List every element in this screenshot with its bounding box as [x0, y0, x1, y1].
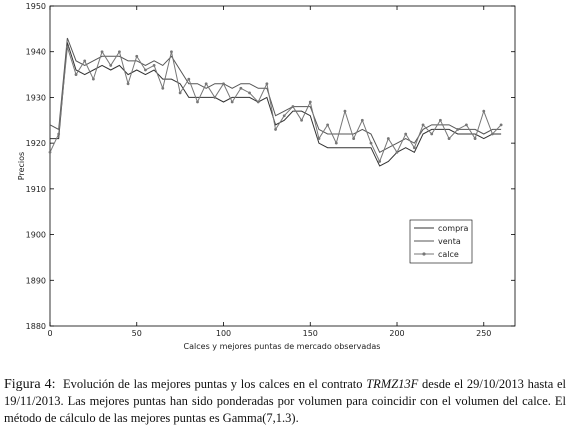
point-marker [473, 137, 477, 140]
point-marker [48, 150, 52, 154]
legend-label: compra [438, 224, 468, 233]
plot-frame [49, 5, 516, 327]
y-tick-label: 1920 [26, 139, 46, 148]
x-tick-label: 150 [303, 329, 318, 338]
point-marker [100, 50, 104, 54]
legend-label: venta [438, 237, 461, 246]
point-marker [404, 132, 408, 136]
point-marker [239, 86, 243, 90]
point-marker [91, 77, 95, 81]
point-marker [360, 118, 364, 122]
point-marker [274, 128, 277, 131]
y-axis-label: Precios [17, 152, 26, 180]
caption-text: Evolución de las mejores puntas y los ca… [62, 377, 363, 391]
point-marker [213, 96, 217, 99]
point-marker [256, 100, 260, 104]
point-marker [248, 91, 251, 95]
point-marker [83, 59, 87, 63]
point-marker [386, 137, 390, 140]
point-marker [230, 100, 234, 104]
point-marker [334, 141, 338, 145]
legend-marker [422, 252, 426, 256]
point-marker [430, 132, 434, 136]
point-marker [170, 50, 173, 54]
point-marker [499, 123, 503, 127]
point-marker [317, 137, 321, 140]
y-tick-label: 1890 [26, 276, 46, 285]
point-marker [291, 105, 295, 108]
x-tick-label: 250 [476, 329, 491, 338]
chart: Calces y mejores puntas de mercado obser… [17, 2, 516, 351]
x-tick-label: 200 [389, 329, 404, 338]
point-marker [438, 118, 442, 122]
point-marker [369, 141, 373, 145]
point-marker [135, 54, 139, 58]
x-tick-label: 50 [132, 329, 142, 338]
point-marker [421, 123, 425, 127]
point-marker [265, 82, 269, 86]
series-line [50, 42, 502, 167]
point-marker [109, 64, 113, 67]
caption-emphasis: TRMZ13F [366, 377, 419, 391]
point-marker [178, 91, 182, 95]
point-marker [204, 82, 208, 86]
point-marker [447, 137, 451, 140]
point-marker [57, 132, 61, 136]
point-marker [300, 118, 303, 122]
point-marker [282, 114, 286, 118]
point-marker [65, 45, 69, 49]
x-tick-label: 100 [216, 329, 231, 338]
point-marker [412, 146, 416, 150]
point-marker [482, 109, 486, 113]
point-marker [118, 50, 121, 54]
point-marker [343, 109, 347, 113]
x-tick-label: 0 [47, 329, 52, 338]
point-marker [378, 160, 382, 163]
point-marker [126, 82, 130, 86]
y-tick-label: 1930 [26, 93, 46, 102]
caption-label: Figura 4: [4, 377, 56, 392]
caption: Figura 4: Evolución de las mejores punta… [4, 376, 566, 427]
point-marker [144, 68, 147, 72]
y-tick-label: 1900 [26, 231, 46, 240]
y-tick-label: 1880 [26, 322, 46, 331]
point-marker [74, 73, 78, 76]
point-marker [196, 100, 199, 104]
point-marker [326, 123, 330, 127]
point-marker [222, 82, 225, 86]
point-marker [465, 123, 468, 127]
point-marker [161, 86, 165, 90]
point-marker [352, 137, 356, 140]
x-axis-label: Calces y mejores puntas de mercado obser… [184, 342, 381, 351]
point-marker [187, 77, 191, 81]
y-tick-label: 1950 [26, 2, 46, 11]
caption-text: desde el 29/10/2013 hasta el 19/11/2013.… [4, 377, 567, 425]
y-tick-label: 1910 [26, 185, 46, 194]
point-marker [395, 150, 399, 154]
point-marker [308, 100, 312, 104]
legend-label: calce [438, 250, 459, 259]
series-line [49, 46, 502, 163]
point-marker [152, 64, 156, 67]
point-marker [456, 128, 460, 131]
y-tick-label: 1940 [26, 48, 46, 57]
point-marker [491, 132, 494, 136]
